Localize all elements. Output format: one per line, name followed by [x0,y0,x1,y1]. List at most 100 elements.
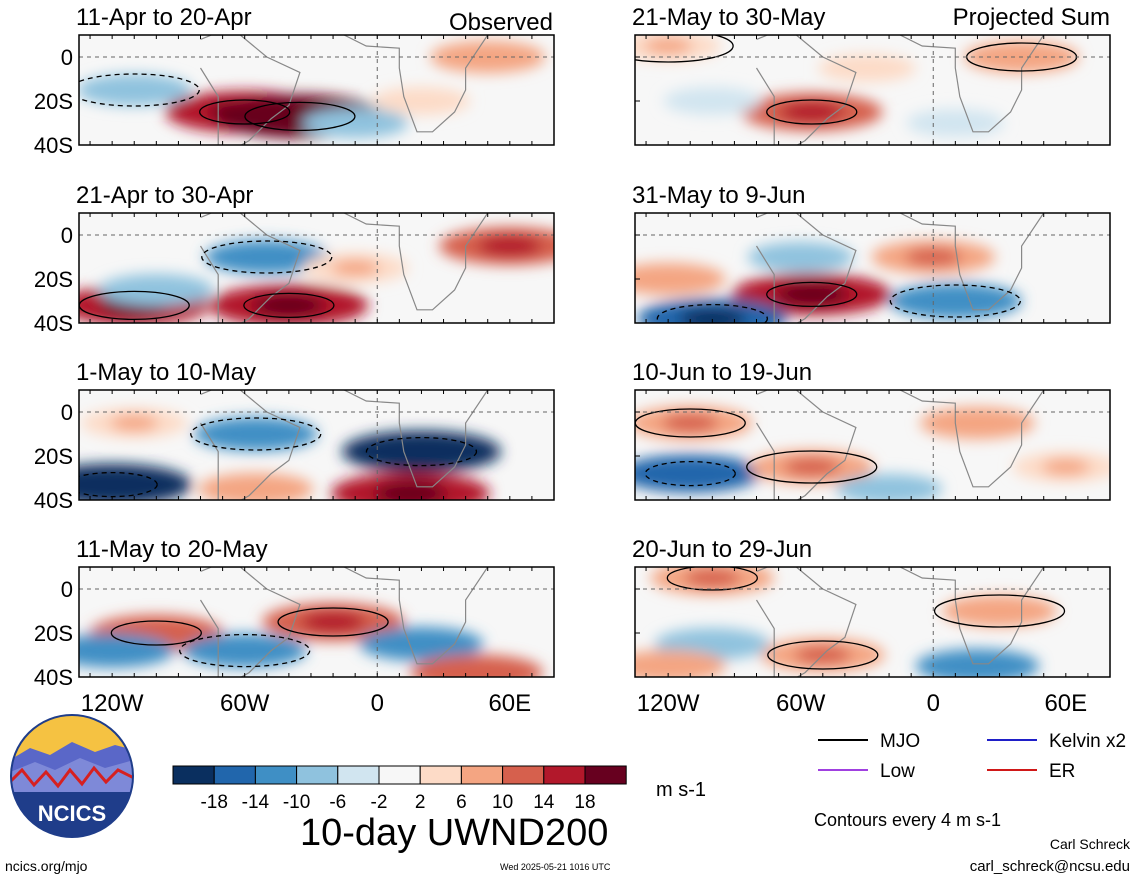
mjo-contour [244,101,356,132]
mjo-contour [766,281,858,308]
mjo-contour [666,567,758,591]
mjo-contour [644,460,736,487]
wind-field [635,390,1110,500]
anomaly-core [84,641,141,660]
mjo-contour [766,99,858,125]
wind-field [79,390,554,500]
anomaly-core [690,93,735,109]
panel-title: 10-Jun to 19-Jun [632,359,812,386]
colorbar-segment [378,765,421,785]
lon-tick-label: 60W [220,690,270,717]
lat-tick-label: 40S [34,488,73,513]
mjo-contour [656,303,768,323]
mjo-contour [635,35,734,63]
anomaly-core [845,60,889,76]
colorbar-segment [172,765,215,785]
panel-frame [634,566,1111,678]
anomaly-core [933,115,978,131]
coastline-africa [899,390,1045,488]
anomaly-core [385,440,458,464]
mjo-contour [110,620,202,646]
legend-label: ER [1049,761,1075,782]
anomaly-core [331,114,380,132]
colorbar-tick-label: -2 [371,792,388,813]
lat-tick-label: 20S [34,89,73,114]
anomaly-core [253,293,325,317]
wind-field [79,567,554,677]
mjo-contour [933,594,1066,628]
mjo-contour [79,73,200,107]
lon-tick-label: 60W [776,690,826,717]
colorbar-tick-label: -10 [283,792,310,813]
anomaly-core [951,414,1004,432]
lat-tick-label: 20S [34,621,73,646]
anomaly-core [216,641,273,660]
mjo-contour [201,240,333,274]
observed-label: Observed [449,9,553,36]
wind-field [635,567,1110,677]
lon-tick-label: 60E [488,690,531,717]
mjo-contour [889,284,1021,318]
coastline-south-america [755,567,857,677]
map-panel: 21-May to 30-May [632,4,1111,146]
site-url[interactable]: ncics.org/mjo [5,858,88,874]
map-panel: 10-Jun to 19-Jun [632,359,1111,501]
mjo-contour [179,633,311,668]
panel-title: 31-May to 9-Jun [632,182,805,209]
coastline-south-america [199,35,301,145]
anomaly-core [775,282,848,306]
colorbar-segment [460,765,504,785]
colorbar-tick-label: -18 [200,792,227,813]
coastline-south-america [199,390,301,500]
coastline-africa [899,213,1045,311]
colorbar-segment [337,765,380,785]
anomaly-core [393,634,450,654]
lon-tick-label: 120W [637,690,700,717]
mjo-contour [190,417,322,451]
map-panel: 31-May to 9-Jun [632,182,1111,324]
anomaly-core [686,635,739,653]
coastline-africa [343,213,489,311]
lat-tick-label: 20S [34,267,73,292]
colorbar-segment [502,765,545,785]
lat-tick-label: 0 [61,223,73,248]
colorbar-segment [254,765,298,785]
anomaly-core [644,37,693,55]
anomaly-core [776,248,825,266]
anomaly-core [642,270,695,288]
mjo-contour [365,436,478,467]
contour-note: Contours every 4 m s-1 [814,810,1001,830]
lon-tick-label: 0 [371,690,384,717]
legend-label: Kelvin x2 [1049,731,1126,752]
lat-tick-label: 20S [34,444,73,469]
anomaly-core [658,463,723,485]
coastline-africa [343,567,489,665]
colorbar-tick-label: 14 [533,792,555,813]
wind-field [79,35,554,145]
anomaly-core [642,657,695,675]
anomaly-core [301,611,365,633]
map-panel: 20-Jun to 29-Jun 120W 60W 0 60E [632,536,1111,717]
colorbar: -18 -14 -10 -6 -2 2 6 10 14 18 [172,765,627,813]
colorbar-segment [584,765,627,785]
colorbar-segment [213,765,256,785]
coastline-africa [343,35,489,133]
panel-title: 11-May to 20-May [76,536,268,563]
panel-frame [634,212,1111,324]
anomaly-core [865,480,914,498]
legend-label: MJO [880,731,920,752]
units-label: m s-1 [656,779,706,801]
coastline-africa [899,567,1045,665]
mjo-contour [767,640,879,670]
lat-tick-label: 40S [34,133,73,158]
logo-text: NCICS [38,801,106,826]
colorbar-tick-label: 6 [456,792,467,813]
panel-title: 21-May to 30-May [632,4,825,31]
wind-field [635,35,1110,145]
anomaly-core [108,81,161,99]
anomaly-core [227,424,284,444]
